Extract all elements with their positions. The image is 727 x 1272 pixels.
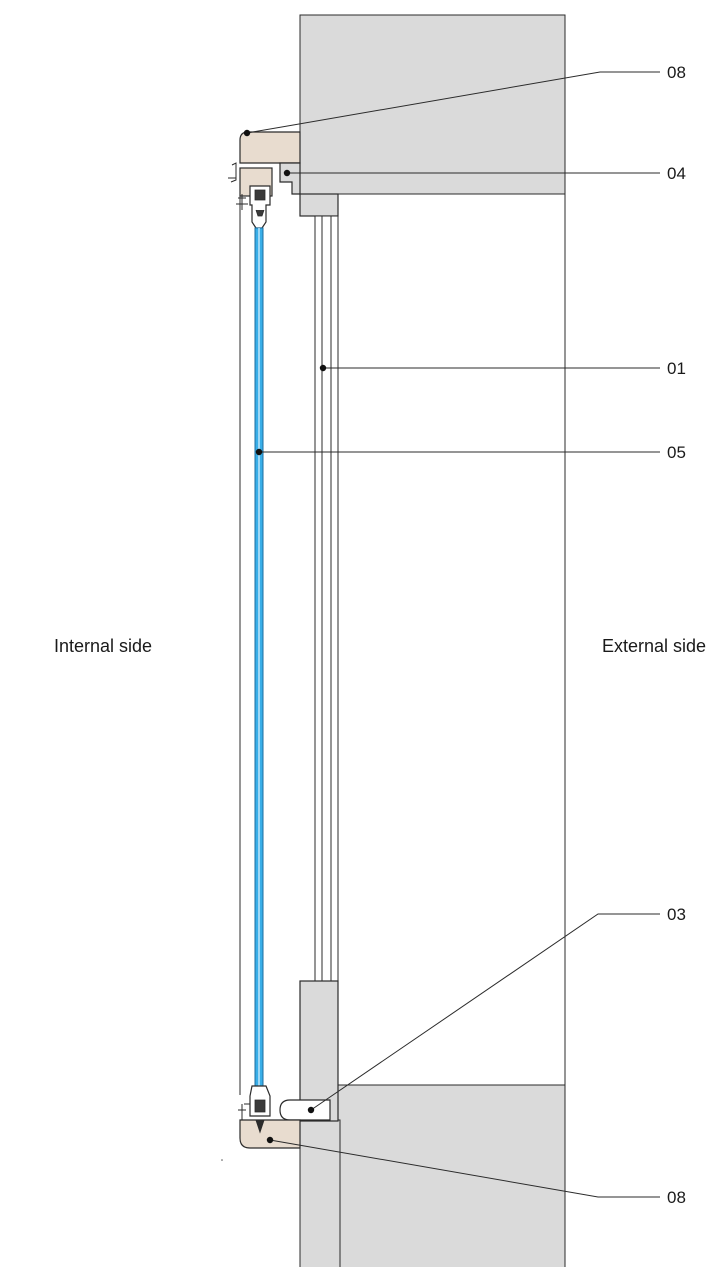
sill-clip-detail: [238, 1103, 250, 1120]
leader-dot-08-bottom: [266, 1136, 274, 1144]
lower-wall-left: [299, 1119, 341, 1272]
sill-assembly: [238, 980, 339, 1149]
frame-lines: [239, 196, 339, 1095]
leader-dot-08-top: [243, 129, 251, 137]
external-frame-head: [299, 193, 339, 217]
external-frame-profile: [314, 215, 339, 982]
leader-08-top: [246, 71, 660, 134]
upper-wall: [299, 14, 566, 195]
callout-04: 04: [667, 164, 686, 183]
external-frame-sill: [299, 980, 339, 1122]
internal-side-label: Internal side: [54, 636, 152, 656]
drawing-speck: [221, 1159, 223, 1161]
callout-03: 03: [667, 905, 686, 924]
callout-08-top: 08: [667, 63, 686, 82]
callout-01: 01: [667, 359, 686, 378]
wall-structure: [299, 14, 566, 1272]
leader-dot-03: [307, 1106, 315, 1114]
callout-05: 05: [667, 443, 686, 462]
leader-dots: [243, 129, 327, 1144]
head-clip-detail: [228, 162, 237, 183]
leaders: [246, 71, 660, 1198]
leader-dot-05: [255, 448, 263, 456]
sill-wood-lining: [239, 1119, 301, 1149]
leader-dot-01: [319, 364, 327, 372]
callout-labels: 08 04 01 05 03 08: [667, 63, 686, 1207]
glass-pane: [254, 227, 264, 1087]
head-wood-lining: [239, 131, 301, 164]
external-side-label: External side: [602, 636, 706, 656]
sill-rounded-profile: [279, 1099, 331, 1121]
leader-03: [310, 913, 660, 1111]
leader-08-bottom: [269, 1139, 660, 1198]
sill-glass-profile-inner: [254, 1099, 266, 1113]
head-screw: [236, 194, 248, 210]
sill-drip: [255, 1119, 265, 1134]
leader-dot-04: [283, 169, 291, 177]
head-angle-profile: [279, 162, 301, 195]
head-glass-profile-inner: [254, 189, 266, 217]
callout-08-bottom: 08: [667, 1188, 686, 1207]
lower-wall: [337, 1084, 566, 1272]
